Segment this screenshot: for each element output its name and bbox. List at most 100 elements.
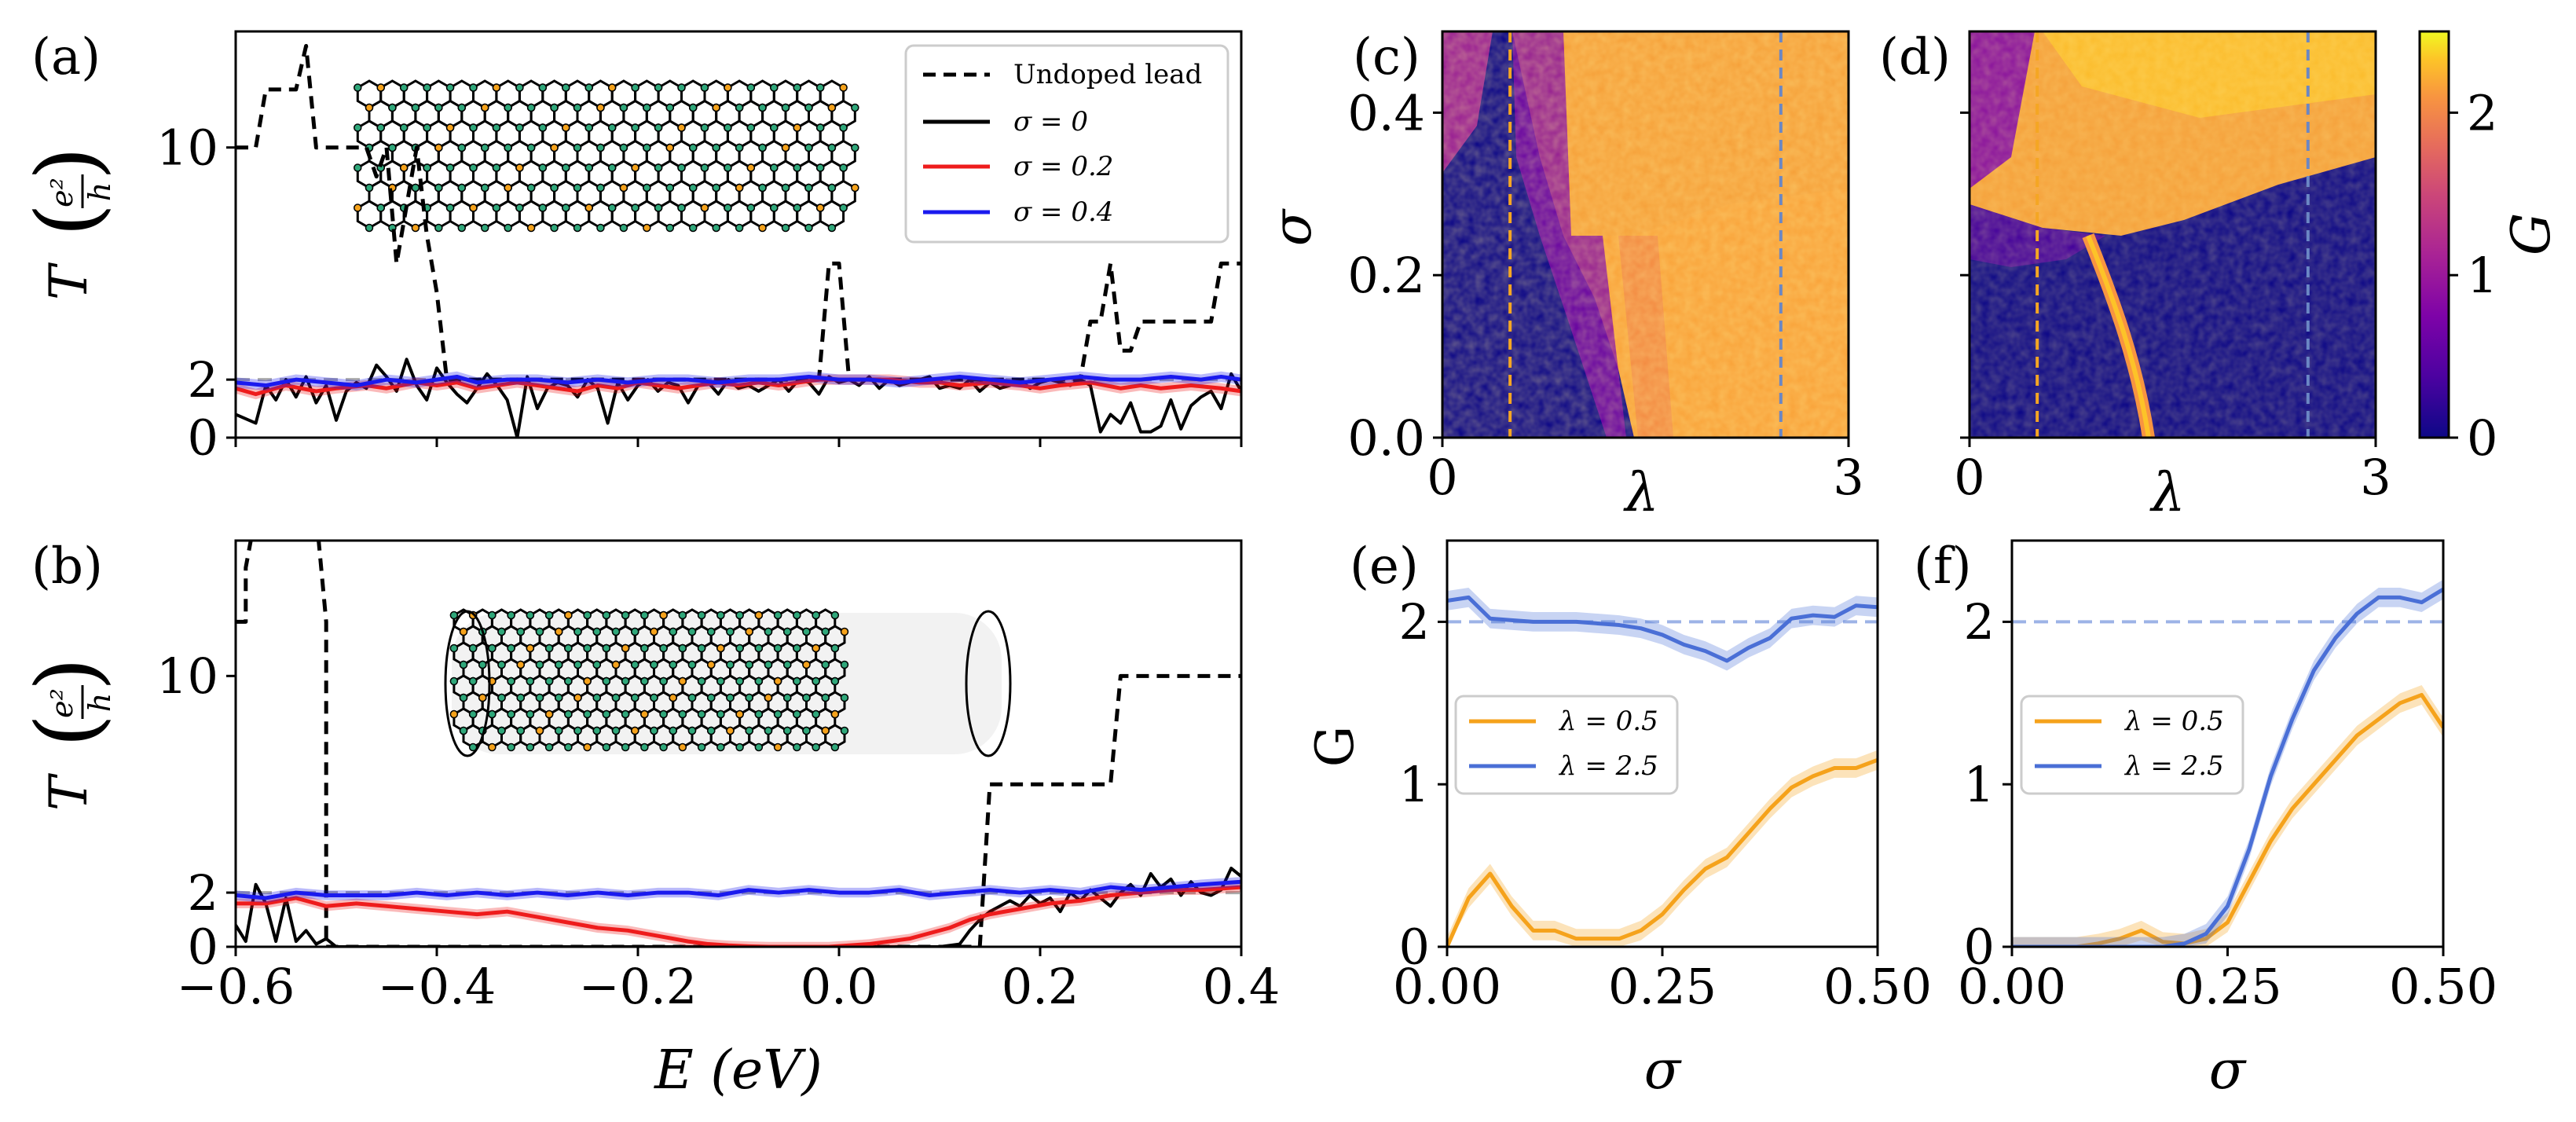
ribbon-atom: [712, 143, 720, 152]
ribbon-atom: [445, 83, 455, 92]
ribbon-atom: [839, 83, 848, 92]
panel-e-xlabel: σ: [1644, 1040, 1682, 1102]
nanotube-atom: [468, 676, 478, 686]
nanotube-atom: [535, 693, 544, 702]
nanotube-atom: [535, 726, 544, 735]
nanotube-atom: [821, 726, 830, 735]
nanotube-atom: [478, 660, 487, 669]
ribbon-atom: [480, 103, 489, 112]
ribbon-atom: [770, 163, 779, 172]
ribbon-atom: [688, 103, 698, 112]
nanotube-atom: [630, 627, 639, 636]
nanotube-atom: [773, 610, 782, 620]
colorbar-tick-label: 2: [2467, 84, 2497, 141]
ribbon-atom: [538, 163, 548, 172]
panel-label-e: (e): [1350, 537, 1419, 596]
ribbon-atom: [480, 143, 489, 152]
nanotube-atom: [573, 693, 582, 702]
nanotube-atom: [793, 644, 801, 653]
ribbon-atom: [793, 83, 801, 92]
nanotube-atom: [478, 693, 487, 702]
panel-label-b: (b): [31, 537, 103, 596]
ribbon-atom: [457, 223, 467, 233]
nanotube-atom: [516, 726, 525, 735]
nanotube-atom: [602, 742, 611, 752]
nanotube-atom: [468, 710, 478, 719]
ribbon-atom: [504, 183, 512, 192]
panel-label-f: (f): [1914, 537, 1972, 596]
nanotube-atom: [583, 644, 592, 653]
nanotube-atom: [706, 627, 716, 636]
nanotube-atom: [659, 742, 668, 752]
ribbon-atom: [724, 163, 732, 172]
panel-a-ytick-label: 2: [188, 351, 218, 409]
panel-a-ytick-label: 10: [156, 119, 218, 176]
ribbon-atom: [619, 143, 628, 152]
panel-f-ticks: 0.00 0.25 0.50 0 1 2: [1958, 593, 2497, 1015]
ribbon-atom: [411, 183, 420, 192]
ribbon-atom: [758, 143, 767, 152]
panel-e-band--2-5: [1447, 587, 1878, 671]
ribbon-atom: [434, 103, 443, 112]
panel-d-xlabel: λ: [2149, 462, 2185, 524]
ribbon-atom: [550, 143, 559, 152]
panel-c-ytick-label: 0.0: [1347, 409, 1425, 467]
panel-e-ylabel: G: [1305, 726, 1365, 768]
nanotube-atom: [830, 644, 840, 653]
panel-a-series--0-4: [236, 374, 1241, 388]
ribbon-atom: [354, 83, 362, 92]
nanotube-atom: [592, 693, 601, 702]
ribbon-atom: [538, 123, 548, 132]
nanotube-atom: [526, 710, 535, 719]
ribbon-atom: [619, 223, 628, 233]
ribbon-atom: [562, 163, 570, 172]
ribbon-atom: [619, 183, 628, 192]
ribbon-atom: [700, 204, 709, 212]
ribbon-atom: [839, 123, 848, 132]
ribbon-atom: [793, 123, 801, 132]
ribbon-atom: [596, 103, 605, 112]
ribbon-atom: [388, 103, 397, 112]
nanotube-atom: [507, 710, 515, 719]
panel-b-xtick-label: 0.4: [1203, 958, 1281, 1015]
panel-c-xlabel: λ: [1622, 462, 1658, 524]
svg-text:): ): [17, 147, 118, 181]
nanotube-atom: [812, 742, 820, 752]
nanotube-atom: [544, 742, 554, 752]
nanotube-atom: [812, 644, 820, 653]
nanotube-atom: [459, 693, 468, 702]
nanotube-atom: [630, 726, 639, 735]
nanotube-atom: [782, 660, 792, 669]
ribbon-atom: [804, 223, 813, 233]
nanotube-atom: [516, 627, 525, 636]
ribbon-atom: [770, 123, 779, 132]
nanotube-atom: [793, 710, 801, 719]
legend-label-sigma04: σ = 0.4: [1013, 196, 1113, 228]
ribbon-atom: [562, 123, 570, 132]
nanotube-atom: [621, 610, 630, 620]
nanotube-body: [452, 613, 1002, 754]
ribbon-atom: [411, 223, 420, 233]
nanotube-atom: [497, 726, 506, 735]
nanotube-atom: [726, 693, 735, 702]
ribbon-atom: [573, 103, 582, 112]
ribbon-atom: [724, 204, 732, 212]
ribbon-atom: [770, 83, 779, 92]
nanotube-atom: [621, 644, 630, 653]
ribbon-atom: [643, 103, 651, 112]
ribbon-atom: [631, 83, 639, 92]
nanotube-atom: [507, 742, 515, 752]
nanotube-atom: [687, 660, 697, 669]
ribbon-atom: [480, 183, 489, 192]
ribbon-atom: [423, 123, 431, 132]
nanotube-atom: [735, 710, 744, 719]
panel-c-xtick-label: 3: [1833, 449, 1863, 506]
legend-label-lambda05: λ = 0.5: [1558, 706, 1658, 737]
nanotube-atom: [773, 710, 782, 719]
nanotube-atom: [468, 644, 478, 653]
nanotube-atom: [611, 660, 621, 669]
panel-f-xlabel: σ: [2209, 1040, 2247, 1102]
nanotube-atom: [497, 693, 506, 702]
nanotube-atom: [497, 660, 506, 669]
